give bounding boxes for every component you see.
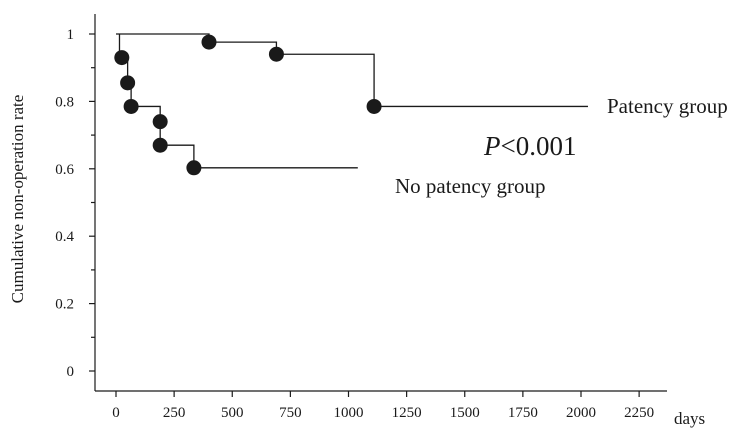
- data-point: [114, 50, 130, 66]
- y-tick-label: 0: [67, 364, 75, 380]
- x-tick-label: 0: [112, 405, 120, 421]
- data-point: [120, 75, 136, 91]
- axes: 0 0.2 0.4 0.6 0.8 1 0 250 500 750 1000 1250 1500 1750…: [55, 14, 667, 421]
- series-layer: [114, 33, 588, 176]
- data-point: [268, 46, 284, 62]
- data-point: [123, 98, 139, 114]
- series-1: [114, 34, 358, 176]
- p-value-text: <0.001: [501, 131, 577, 161]
- x-tick-label: 2000: [566, 405, 596, 421]
- p-value-annotation: P<0.001: [483, 131, 576, 161]
- y-tick-label: 0.4: [55, 229, 74, 245]
- x-tick-label: 500: [221, 405, 244, 421]
- series-step-line: [116, 33, 588, 108]
- x-tick-label: 2250: [624, 405, 654, 421]
- data-point: [152, 114, 168, 130]
- data-point: [152, 137, 168, 153]
- x-tick-label: 750: [279, 405, 302, 421]
- x-tick-label: 1750: [508, 405, 538, 421]
- x-tick-label: 250: [163, 405, 186, 421]
- y-tick-label: 0.8: [55, 94, 74, 110]
- y-tick-label: 0.6: [55, 162, 74, 178]
- x-tick-label: 1250: [392, 405, 422, 421]
- y-tick-label: 0.2: [55, 297, 74, 313]
- series-label-patency: Patency group: [607, 94, 728, 118]
- data-point: [366, 98, 382, 114]
- y-axis-title: Cumulative non-operation rate: [8, 95, 27, 304]
- x-tick-label: 1500: [450, 405, 480, 421]
- series-0: [116, 33, 588, 114]
- data-point: [186, 160, 202, 176]
- x-axis-unit: days: [674, 409, 705, 428]
- y-tick-label: 1: [67, 27, 75, 43]
- data-point: [201, 34, 217, 50]
- p-value-symbol: P: [483, 131, 501, 161]
- series-label-no-patency: No patency group: [395, 174, 545, 198]
- x-tick-label: 1000: [334, 405, 364, 421]
